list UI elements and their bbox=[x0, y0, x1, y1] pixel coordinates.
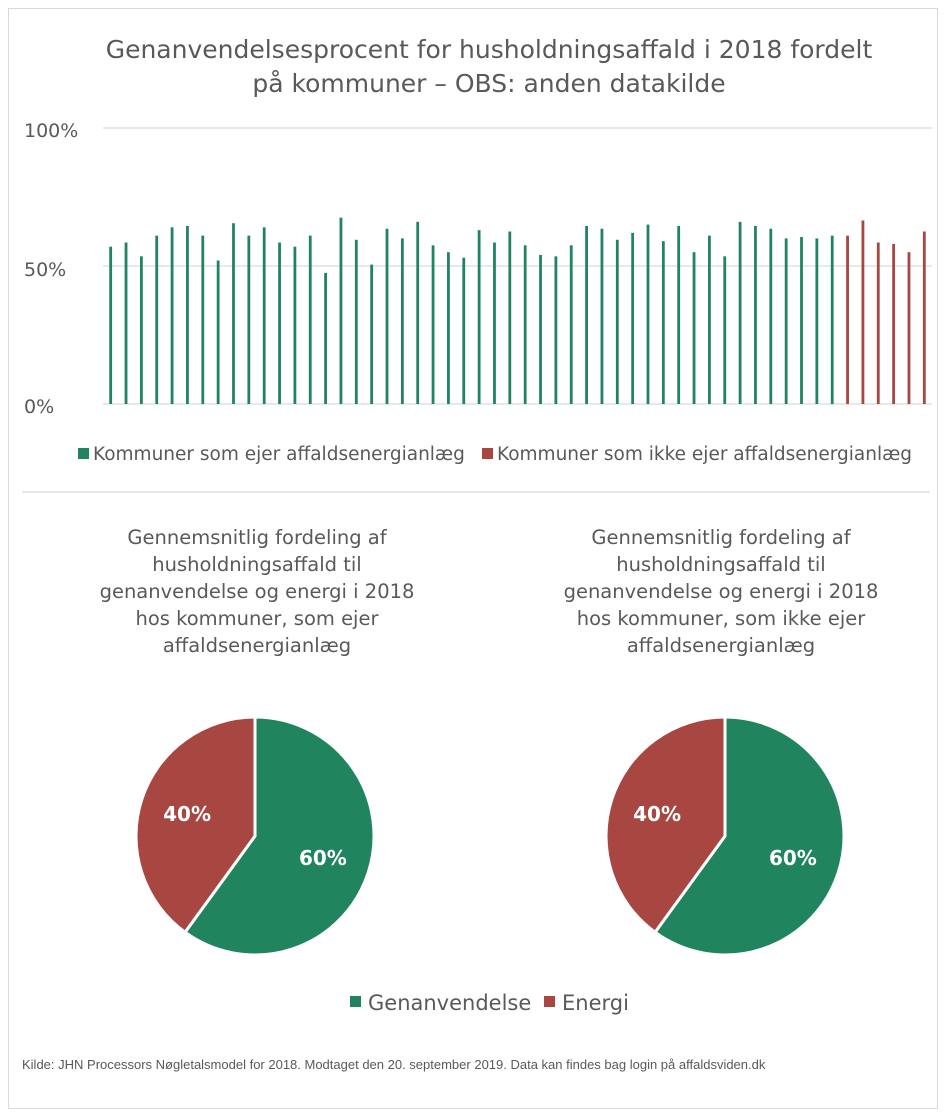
pie-legend-swatch-energi bbox=[544, 996, 555, 1007]
bar-gridlines bbox=[103, 127, 932, 405]
pie-left-title-line-1: Gennemsnitlig fordeling af bbox=[127, 526, 387, 549]
pie-right-title-line-5: affaldsenergianlæg bbox=[626, 634, 816, 657]
bar-owner-44 bbox=[769, 228, 773, 404]
pie-legend-swatch-genanvendelse bbox=[350, 996, 361, 1007]
pie-right-title-line-3: genanvendelse og energi i 2018 bbox=[563, 580, 879, 603]
bar-owner-2 bbox=[124, 242, 128, 404]
pie-legend-label-genanvendelse: Genanvendelse bbox=[368, 991, 531, 1015]
bar-series-group bbox=[109, 217, 926, 404]
pie-left-label-genanvendelse: 60% bbox=[299, 846, 347, 870]
pie-right-slice-energi bbox=[604, 715, 727, 934]
bar-owner-34 bbox=[615, 239, 619, 404]
bar-owner-13 bbox=[293, 246, 297, 404]
bar-owner-39 bbox=[692, 252, 696, 404]
bar-owner-41 bbox=[723, 256, 727, 404]
bar-non-owner-50 bbox=[861, 220, 865, 404]
legend-label-non-owners: Kommuner som ikke ejer affaldsenergianlæ… bbox=[497, 444, 912, 465]
bar-owner-8 bbox=[216, 260, 220, 404]
pie-left-label-energi: 40% bbox=[163, 802, 211, 826]
bar-owner-32 bbox=[585, 225, 588, 404]
bar-owner-11 bbox=[262, 227, 266, 404]
bar-owner-1 bbox=[109, 246, 113, 404]
bar-owner-5 bbox=[170, 227, 174, 404]
bar-owner-20 bbox=[400, 238, 404, 404]
bar-owner-38 bbox=[677, 225, 681, 404]
y-tick-label-0: 0% bbox=[24, 396, 54, 418]
legend-swatch-owners bbox=[78, 448, 89, 459]
pie-left-slice-energi bbox=[134, 715, 257, 934]
bar-non-owner-52 bbox=[892, 243, 896, 404]
source-note: Kilde: JHN Processors Nøgletalsmodel for… bbox=[22, 1057, 766, 1072]
bar-owner-25 bbox=[477, 230, 481, 404]
bar-chart-title-line-1: Genanvendelsesprocent for husholdningsaf… bbox=[106, 35, 873, 64]
pie-left-slice-genanvendelse bbox=[183, 715, 376, 957]
bar-owner-47 bbox=[815, 238, 819, 404]
bar-owner-30 bbox=[554, 256, 558, 404]
bar-owner-36 bbox=[646, 224, 650, 404]
bar-owner-9 bbox=[232, 223, 235, 404]
bar-owner-23 bbox=[447, 252, 450, 404]
bar-owner-10 bbox=[247, 235, 251, 404]
legend-label-owners: Kommuner som ejer affaldsenergianlæg bbox=[93, 444, 465, 465]
pie-right-title-line-4: hos kommuner, som ikke ejer bbox=[576, 607, 866, 630]
bar-owner-26 bbox=[493, 242, 496, 404]
bar-owner-48 bbox=[830, 235, 834, 404]
bar-owner-37 bbox=[661, 241, 665, 404]
pie-left-title-line-5: affaldsenergianlæg bbox=[162, 634, 352, 657]
bar-owner-31 bbox=[569, 245, 573, 404]
pie-right-slice-genanvendelse bbox=[653, 715, 846, 957]
bar-non-owner-53 bbox=[907, 252, 911, 404]
bar-non-owner-49 bbox=[846, 235, 849, 404]
bar-owner-42 bbox=[738, 221, 742, 404]
bar-owner-7 bbox=[201, 235, 205, 404]
bar-owner-18 bbox=[370, 264, 374, 404]
bar-owner-12 bbox=[278, 242, 281, 404]
bar-owner-28 bbox=[523, 245, 527, 404]
pie-legend-label-energi: Energi bbox=[562, 991, 629, 1015]
bar-owner-3 bbox=[139, 256, 143, 404]
pie-left-title: Gennemsnitlig fordeling af husholdningsa… bbox=[92, 524, 422, 659]
pie-right-label-genanvendelse: 60% bbox=[769, 846, 817, 870]
bar-owner-6 bbox=[186, 225, 189, 404]
bar-owner-45 bbox=[784, 238, 788, 404]
bar-owner-15 bbox=[324, 272, 327, 404]
pie-left-title-line-3: genanvendelse og energi i 2018 bbox=[99, 580, 415, 603]
bar-non-owner-54 bbox=[922, 231, 926, 404]
pie-right-title-line-1: Gennemsnitlig fordeling af bbox=[591, 526, 851, 549]
y-tick-label-50: 50% bbox=[24, 259, 66, 281]
pie-charts-group: 60% 40% 60% 40% bbox=[134, 715, 846, 957]
bar-chart-title-line-2: på kommuner – OBS: anden datakilde bbox=[252, 69, 725, 98]
bar-owner-21 bbox=[416, 221, 420, 404]
bar-owner-43 bbox=[754, 225, 757, 404]
pie-right-label-energi: 40% bbox=[633, 802, 681, 826]
bar-owner-24 bbox=[462, 257, 466, 404]
pie-right-title: Gennemsnitlig fordeling af husholdningsa… bbox=[556, 524, 886, 659]
y-tick-label-100: 100% bbox=[24, 120, 78, 142]
bar-non-owner-51 bbox=[876, 242, 880, 404]
bar-owner-17 bbox=[354, 239, 358, 404]
figure-frame bbox=[8, 8, 938, 1109]
bar-owner-19 bbox=[385, 228, 389, 404]
bar-owner-35 bbox=[631, 232, 635, 404]
bar-owner-14 bbox=[308, 235, 312, 404]
legend-swatch-non-owners bbox=[482, 448, 493, 459]
pie-left-title-line-2: husholdningsaffald til bbox=[152, 553, 362, 576]
pie-right-title-line-2: husholdningsaffald til bbox=[616, 553, 826, 576]
bar-owner-27 bbox=[508, 231, 512, 404]
bar-owner-29 bbox=[539, 254, 542, 404]
bar-owner-22 bbox=[431, 245, 435, 404]
bar-owner-46 bbox=[800, 237, 803, 404]
bar-owner-40 bbox=[708, 235, 711, 404]
bar-owner-33 bbox=[600, 228, 604, 404]
bar-owner-16 bbox=[339, 217, 343, 404]
pie-left-title-line-4: hos kommuner, som ejer bbox=[135, 607, 379, 630]
bar-owner-4 bbox=[155, 235, 159, 404]
